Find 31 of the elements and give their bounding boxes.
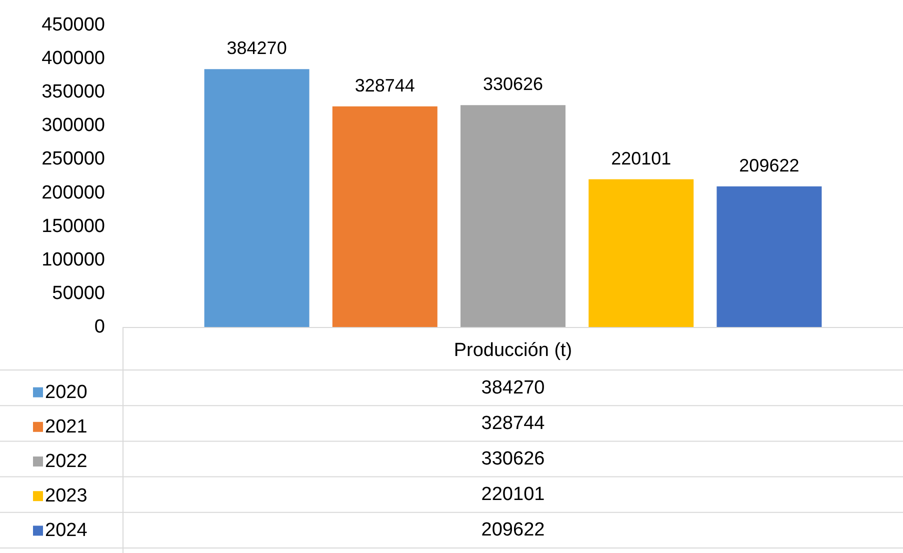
bar xyxy=(204,69,310,327)
y-tick-label: 250000 xyxy=(42,148,105,170)
legend-label: 2021 xyxy=(45,416,88,438)
y-tick-label: 400000 xyxy=(42,48,105,70)
text: 384270 xyxy=(481,377,545,398)
text: 220101 xyxy=(481,484,545,506)
data-label: 330626 xyxy=(482,74,544,94)
y-tick-label: 350000 xyxy=(42,82,105,103)
y-tick-label: 450000 xyxy=(42,14,105,36)
bar xyxy=(460,105,566,327)
data-label: 384270 xyxy=(226,38,287,58)
data-label: 209622 xyxy=(739,155,800,176)
text: 330626 xyxy=(481,448,545,470)
legend-label: 2024 xyxy=(45,520,88,542)
legend-label: 2023 xyxy=(45,486,88,507)
y-tick-label: 50000 xyxy=(52,282,105,304)
y-tick-label: 150000 xyxy=(42,216,105,237)
bar xyxy=(332,106,438,327)
legend-label: 2022 xyxy=(45,451,88,472)
data-label: 220101 xyxy=(611,148,672,168)
data-label: 328744 xyxy=(354,75,415,96)
legend-label: 2020 xyxy=(45,382,88,403)
y-tick-label: 200000 xyxy=(42,182,105,204)
bar xyxy=(588,179,694,327)
y-tick-label: 100000 xyxy=(42,249,105,270)
text: 209622 xyxy=(481,520,545,541)
y-tick-label: 300000 xyxy=(42,115,105,136)
y-tick-label: 0 xyxy=(94,316,105,338)
text: 328744 xyxy=(481,412,545,434)
x-tick-label: Producción (t) xyxy=(454,340,572,361)
bar xyxy=(716,186,822,327)
